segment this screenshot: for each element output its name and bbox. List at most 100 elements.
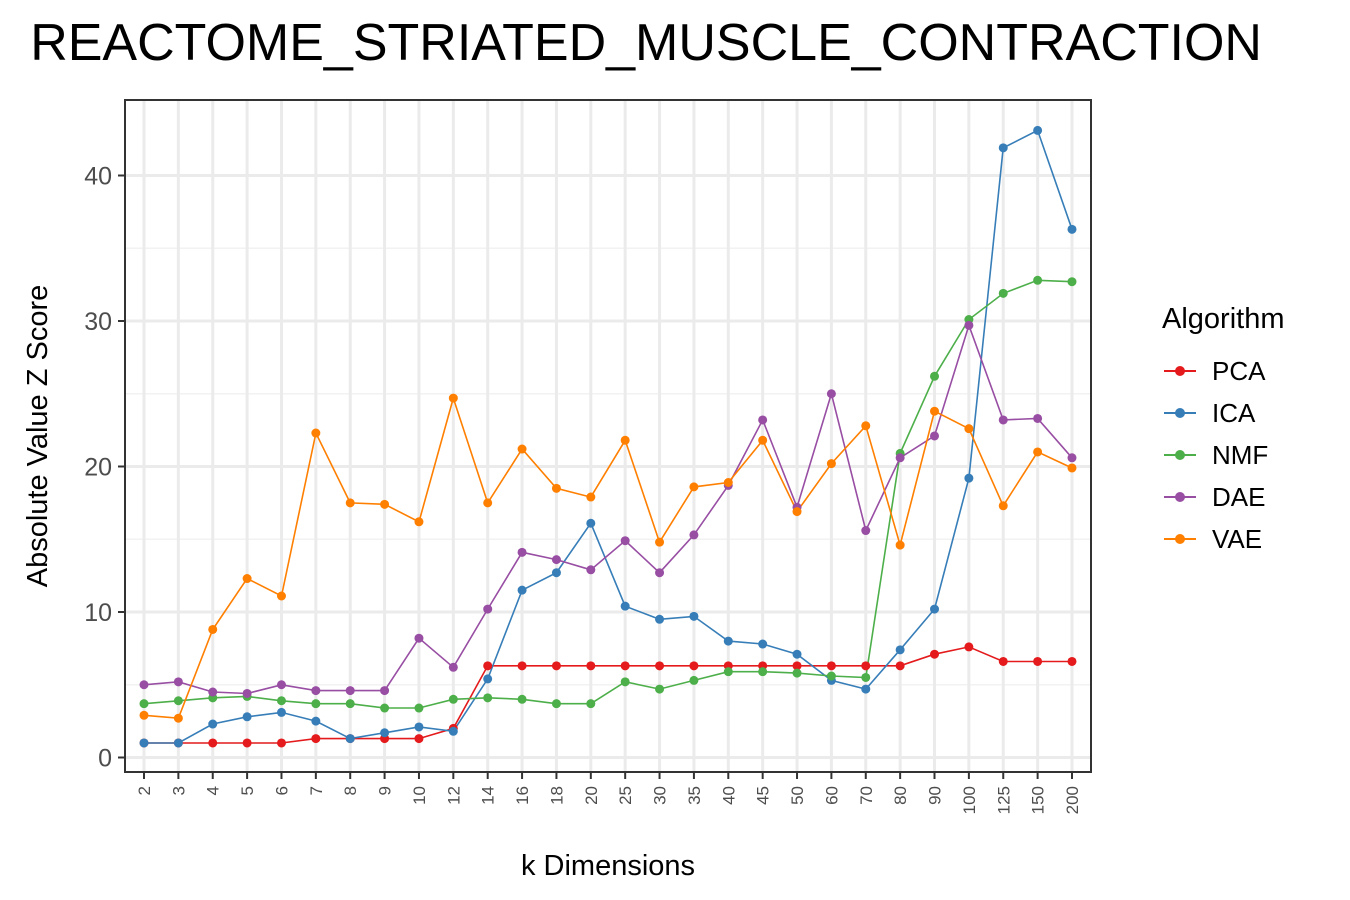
data-point-vae — [861, 421, 871, 431]
major-gridlines — [125, 100, 1091, 772]
x-tick-label: 10 — [410, 786, 429, 805]
y-tick-label: 0 — [98, 745, 112, 773]
legend-item-ica: ICA — [1162, 392, 1285, 434]
data-point-ica — [792, 649, 802, 659]
data-point-ica — [208, 719, 218, 729]
data-point-dae — [1033, 413, 1043, 423]
data-point-pca — [792, 661, 802, 671]
data-point-dae — [414, 633, 424, 643]
series-line-nmf — [143, 279, 1073, 709]
data-point-vae — [998, 501, 1008, 511]
data-point-nmf — [173, 696, 183, 706]
data-point-ica — [345, 734, 355, 744]
data-point-pca — [483, 661, 493, 671]
data-point-vae — [758, 435, 768, 445]
data-point-ica — [964, 473, 974, 483]
data-point-dae — [380, 686, 390, 696]
data-point-pca — [208, 738, 218, 748]
data-point-dae — [826, 389, 836, 399]
data-point-pca — [689, 661, 699, 671]
data-point-nmf — [998, 288, 1008, 298]
data-point-vae — [414, 517, 424, 527]
data-point-vae — [551, 483, 561, 493]
x-tick-label: 5 — [238, 786, 257, 795]
data-point-nmf — [517, 694, 527, 704]
data-point-ica — [483, 674, 493, 684]
data-point-nmf — [483, 693, 493, 703]
data-point-vae — [586, 492, 596, 502]
data-point-vae — [826, 459, 836, 469]
data-point-dae — [930, 431, 940, 441]
series-line-dae — [143, 322, 1073, 695]
data-point-dae — [139, 680, 149, 690]
x-tick-label: 50 — [788, 786, 807, 805]
data-point-ica — [620, 601, 630, 611]
minor-gridlines — [125, 247, 1091, 686]
legend-item-pca: PCA — [1162, 350, 1285, 392]
x-tick-label: 18 — [547, 786, 566, 805]
data-point-nmf — [758, 667, 768, 677]
data-point-ica — [758, 639, 768, 649]
data-point-vae — [517, 444, 527, 454]
data-point-nmf — [311, 699, 321, 709]
data-point-nmf — [655, 684, 665, 694]
data-point-vae — [1067, 463, 1077, 473]
data-point-ica — [173, 738, 183, 748]
data-point-nmf — [448, 694, 458, 704]
data-point-pca — [311, 734, 321, 744]
data-point-ica — [276, 707, 286, 717]
data-point-nmf — [139, 699, 149, 709]
data-point-pca — [998, 656, 1008, 666]
data-point-ica — [311, 716, 321, 726]
data-point-nmf — [930, 371, 940, 381]
data-point-dae — [311, 686, 321, 696]
x-tick-label: 45 — [754, 786, 773, 805]
data-point-vae — [792, 507, 802, 517]
legend-item-dae: DAE — [1162, 476, 1285, 518]
data-point-nmf — [1033, 275, 1043, 285]
data-point-ica — [551, 568, 561, 578]
y-tick-label: 40 — [84, 163, 112, 191]
data-point-vae — [139, 710, 149, 720]
data-point-vae — [895, 540, 905, 550]
data-point-pca — [895, 661, 905, 671]
y-tick-label: 20 — [84, 454, 112, 482]
series-lines — [143, 129, 1073, 744]
y-axis-ticks: 0 10 20 30 40 — [84, 163, 125, 773]
series-line-ica — [144, 129, 1073, 744]
data-point-ica — [895, 645, 905, 655]
data-point-nmf — [826, 671, 836, 681]
data-point-dae — [448, 662, 458, 672]
data-point-dae — [345, 686, 355, 696]
data-point-ica — [517, 585, 527, 595]
data-point-pca — [551, 661, 561, 671]
data-point-nmf — [689, 675, 699, 685]
data-point-ica — [139, 738, 149, 748]
data-point-nmf — [345, 699, 355, 709]
x-axis-ticks: 2 3 4 5 6 7 8 9 10 12 14 16 18 20 25 30 35 40 45 50 60 70 80 90… — [135, 772, 1082, 814]
data-point-dae — [173, 677, 183, 687]
series-line-pca — [144, 646, 1072, 744]
data-point-vae — [964, 424, 974, 434]
x-tick-label: 2 — [135, 786, 154, 795]
x-tick-label: 40 — [719, 786, 738, 805]
x-tick-label: 150 — [1029, 786, 1048, 814]
data-point-dae — [586, 565, 596, 575]
data-point-nmf — [723, 667, 733, 677]
x-tick-label: 16 — [513, 786, 532, 805]
data-point-pca — [861, 661, 871, 671]
data-point-dae — [655, 568, 665, 578]
x-tick-label: 9 — [376, 786, 395, 795]
data-point-vae — [483, 498, 493, 508]
legend-item-vae: VAE — [1162, 518, 1285, 560]
data-point-pca — [620, 661, 630, 671]
data-point-vae — [380, 499, 390, 509]
legend-label: ICA — [1212, 397, 1256, 428]
legend-label: DAE — [1212, 481, 1266, 512]
data-point-ica — [689, 611, 699, 621]
data-point-ica — [930, 604, 940, 614]
data-point-vae — [620, 435, 630, 445]
data-point-nmf — [1067, 277, 1077, 287]
x-tick-label: 80 — [891, 786, 910, 805]
